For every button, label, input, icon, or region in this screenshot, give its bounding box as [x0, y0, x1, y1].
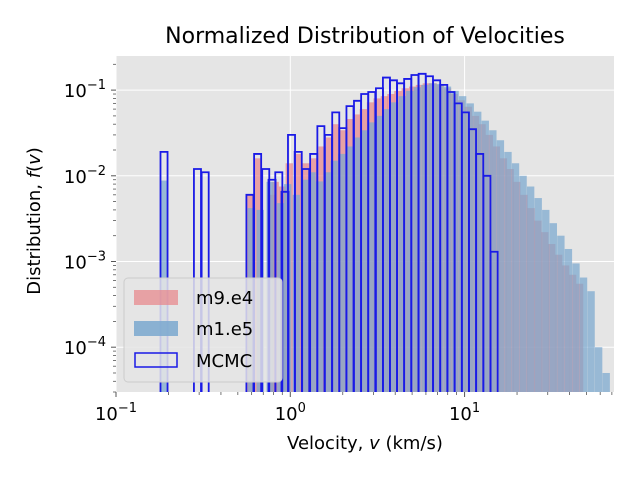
axis-ticks: 10−1 100 101 10−4 10−3 10−2 10−1 [64, 63, 613, 425]
histogram-bar-m1e5 [519, 175, 527, 392]
histogram-bar-m1e5 [406, 90, 414, 392]
histogram-bar-m1e5 [526, 186, 535, 392]
legend-label-m1e5: m1.e5 [196, 319, 253, 340]
mcmc-step-bin [489, 250, 499, 392]
chart-title: Normalized Distribution of Velocities [165, 24, 565, 49]
histogram-bar-m1e5 [315, 181, 324, 392]
histogram-bar-m1e5 [360, 130, 368, 393]
histogram-bar-m1e5 [481, 120, 489, 393]
histogram-bar-m1e5 [579, 277, 588, 392]
y-tick-label: 10−2 [64, 164, 106, 188]
histogram-bar-m1e5 [398, 96, 406, 392]
legend-label-m9e4: m9.e4 [196, 288, 253, 309]
x-tick-label: 101 [449, 401, 480, 425]
y-tick-label: 10−1 [64, 78, 106, 102]
histogram-bar-m1e5 [413, 87, 421, 392]
legend-label-mcmc: MCMC [196, 351, 252, 372]
mcmc-step-bin [301, 168, 311, 392]
histogram-bar-m1e5 [383, 109, 391, 393]
histogram-bar-m1e5 [594, 347, 603, 392]
histogram-bar-m1e5 [338, 153, 346, 392]
histogram-bar-m1e5 [308, 172, 316, 392]
histogram-bar-m1e5 [496, 140, 505, 392]
legend-swatch-mcmc [134, 352, 178, 368]
histogram-bar-m1e5 [557, 235, 565, 392]
histogram-bar-m1e5 [587, 291, 595, 392]
histogram-bar-m1e5 [489, 130, 497, 393]
x-axis-label: Velocity, v (km/s) [287, 433, 443, 454]
legend-swatch-m9e4 [134, 290, 178, 305]
mcmc-step-bin [159, 151, 169, 392]
histogram-bar-m1e5 [602, 372, 610, 392]
histogram-bar-m1e5 [323, 172, 331, 392]
histogram-bar-m1e5 [534, 198, 542, 392]
x-tick-label: 10−1 [95, 401, 137, 425]
histogram-bar-m1e5 [330, 160, 338, 392]
x-tick-label: 100 [275, 401, 306, 425]
histogram-bar-m1e5 [542, 209, 550, 392]
histogram-bar-m1e5 [549, 223, 557, 392]
legend-swatch-m1e5 [134, 321, 178, 336]
histogram-bar-m1e5 [474, 111, 482, 392]
histogram-bar-m9e4 [387, 94, 395, 393]
histogram-bar-m1e5 [375, 115, 384, 392]
y-tick-label: 10−4 [64, 335, 106, 359]
histogram-bar-m1e5 [466, 103, 474, 392]
y-axis-label: Distribution, f(v) [24, 147, 45, 295]
histogram-bar-m1e5 [353, 137, 361, 392]
histogram-bar-m1e5 [292, 194, 300, 392]
histogram-bar-m1e5 [564, 248, 573, 392]
y-tick-label: 10−3 [64, 249, 106, 273]
histogram-bar-m1e5 [511, 163, 520, 392]
mcmc-step-bin [253, 153, 263, 392]
histogram-bar-m1e5 [368, 122, 376, 393]
histogram-bar-m1e5 [504, 151, 512, 392]
histogram-bar-m1e5 [572, 263, 580, 392]
histogram-bar-m1e5 [300, 179, 309, 392]
legend: m9.e4 m1.e5 MCMC [123, 277, 283, 383]
histogram-bar-m1e5 [390, 102, 399, 392]
histogram-bar-m1e5 [345, 146, 354, 392]
